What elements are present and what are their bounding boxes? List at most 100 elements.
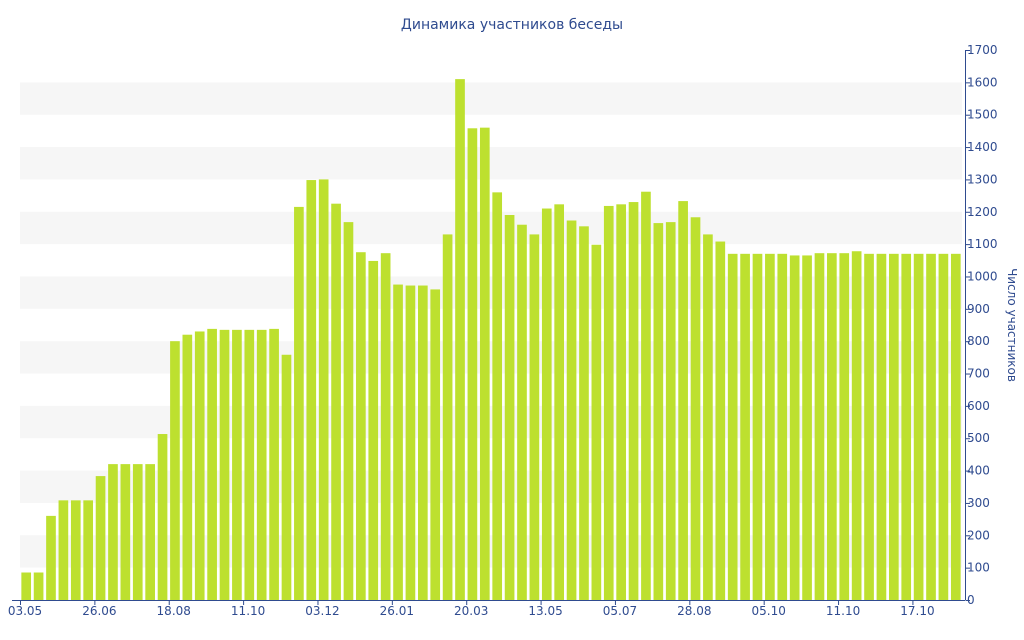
axes-group: [12, 50, 966, 601]
x-ticks-group: 03.05 26.06 18.08 11.10 03.12 26.01 20.03 13.05…: [8, 600, 935, 618]
bar: [207, 328, 217, 600]
bar: [926, 253, 936, 600]
bar: [46, 515, 56, 600]
bar: [343, 222, 354, 600]
bar: [58, 500, 69, 600]
bar: [256, 329, 267, 600]
bar: [678, 201, 688, 600]
bar: [876, 253, 887, 600]
bar: [950, 253, 961, 600]
y-tick-label: 1300: [967, 172, 998, 186]
y-tick-label: 100: [967, 561, 990, 575]
bar: [455, 79, 465, 601]
bar: [864, 253, 874, 600]
y-tick-label: 1700: [967, 43, 998, 57]
bar: [703, 234, 713, 600]
bar: [851, 251, 862, 601]
bar: [938, 253, 949, 600]
y-tick-label: 1100: [967, 237, 998, 251]
bar: [356, 252, 366, 600]
bar: [541, 208, 552, 600]
x-tick-label: 03.12: [305, 604, 339, 618]
bar: [170, 341, 180, 600]
bars-group: [21, 79, 961, 601]
x-tick-label: 26.01: [380, 604, 414, 618]
bar: [306, 180, 317, 600]
y-tick-label: 1500: [967, 108, 998, 122]
x-tick-label: 18.08: [157, 604, 191, 618]
bar: [244, 329, 255, 600]
bar: [690, 217, 701, 600]
y-tick-label: 700: [967, 367, 990, 381]
bar: [765, 253, 775, 600]
x-tick-label: 05.10: [752, 604, 786, 618]
grid-band: [20, 211, 962, 245]
bar: [294, 206, 304, 600]
bar: [665, 222, 676, 600]
bar: [318, 179, 329, 600]
bar: [740, 253, 750, 600]
bar: [145, 464, 155, 600]
bar: [827, 253, 837, 600]
x-tick-label: 26.06: [82, 604, 116, 618]
bar: [814, 253, 825, 600]
bar: [467, 128, 478, 601]
bar: [715, 241, 726, 600]
bar: [442, 234, 453, 600]
bar: [603, 205, 614, 600]
bar: [120, 464, 131, 600]
y-tick-label: 400: [967, 464, 990, 478]
bar: [430, 289, 441, 600]
y-ticks-group: 0 100 200 300 400 500 600 700 800 900 1000 1100 1200…: [965, 43, 998, 607]
y-axis-title: Число участников: [1005, 268, 1019, 382]
bar: [219, 329, 230, 600]
x-tick-label: 03.05: [8, 604, 42, 618]
bar: [83, 500, 94, 600]
bar: [132, 464, 143, 600]
bar: [21, 572, 32, 600]
bar: [393, 284, 403, 600]
chart-title: Динамика участников беседы: [401, 17, 623, 33]
bar: [33, 572, 44, 600]
bar: [889, 253, 899, 600]
y-tick-label: 1200: [967, 205, 998, 219]
x-tick-label: 28.08: [677, 604, 711, 618]
bar: [108, 464, 118, 600]
bar: [479, 127, 490, 601]
bar: [752, 253, 763, 600]
bar: [628, 202, 639, 600]
bar: [641, 191, 651, 600]
bar: [157, 434, 168, 600]
x-tick-label: 20.03: [454, 604, 488, 618]
bar: [194, 331, 205, 600]
x-tick-label: 05.07: [603, 604, 637, 618]
bar: [554, 204, 565, 600]
bar: [901, 253, 912, 600]
y-tick-label: 500: [967, 431, 990, 445]
grid-band: [20, 147, 962, 180]
bar: [492, 192, 503, 600]
y-tick-label: 1600: [967, 75, 998, 89]
bar: [418, 285, 428, 600]
bar: [182, 334, 193, 600]
bar: [232, 329, 242, 600]
bar: [616, 204, 626, 600]
x-tick-label: 17.10: [900, 604, 934, 618]
bar: [591, 244, 602, 600]
y-tick-label: 900: [967, 302, 990, 316]
bar: [727, 253, 738, 600]
bar: [269, 328, 279, 600]
y-tick-label: 300: [967, 496, 990, 510]
y-tick-label: 600: [967, 399, 990, 413]
bar: [281, 354, 292, 600]
y-tick-label: 200: [967, 528, 990, 542]
bar: [839, 253, 850, 600]
y-tick-label: 800: [967, 334, 990, 348]
bar: [529, 234, 540, 600]
grid-band: [20, 82, 962, 115]
bar: [913, 253, 924, 600]
bar: [95, 476, 106, 600]
bar: [517, 224, 527, 600]
bar: [380, 253, 391, 600]
